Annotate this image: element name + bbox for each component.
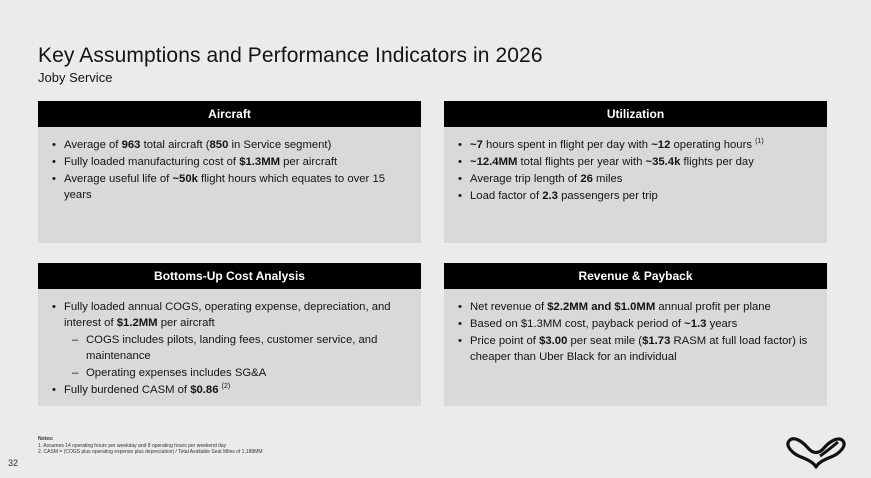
- aircraft-body: Average of 963 total aircraft (850 in Se…: [38, 127, 421, 243]
- bullet-text: per seat mile (: [567, 335, 643, 347]
- bullet-text: hours spent in flight per day with: [482, 139, 652, 151]
- footnote-2: 2. CASM = (COGS plus operating expense p…: [38, 449, 263, 455]
- utilization-bullet-item: ~7 hours spent in flight per day with ~1…: [456, 137, 815, 153]
- bold-value: ~50k: [172, 173, 198, 185]
- bold-value: $3.00: [539, 335, 568, 347]
- aircraft-bullet-item: Fully loaded manufacturing cost of $1.3M…: [50, 154, 409, 170]
- utilization-bullet-list: ~7 hours spent in flight per day with ~1…: [456, 137, 815, 204]
- aircraft-panel: Aircraft Average of 963 total aircraft (…: [38, 101, 421, 243]
- bullet-text: flights per day: [680, 156, 754, 168]
- cost-body: Fully loaded annual COGS, operating expe…: [38, 289, 421, 406]
- bold-value: 26: [580, 173, 593, 185]
- bullet-text: annual profit per plane: [655, 301, 771, 313]
- bullet-text: total aircraft (: [140, 139, 210, 151]
- bold-value: $1.2MM: [116, 317, 158, 329]
- notes-label: Notes:: [38, 436, 54, 442]
- bullet-text: flight hours which equates to over 15 ye…: [64, 173, 386, 201]
- bullet-text: per aircraft: [280, 156, 338, 168]
- utilization-bullet-item: Average trip length of 26 miles: [456, 171, 815, 187]
- bold-value: 963: [121, 139, 141, 151]
- revenue-panel: Revenue & Payback Net revenue of $2.2MM …: [444, 263, 827, 406]
- cost-bullet-item: Fully burdened CASM of $0.86 (2): [50, 382, 409, 398]
- footnotes: Notes: 1. Assumes 14 operating hours per…: [38, 436, 263, 456]
- aircraft-bullet-list: Average of 963 total aircraft (850 in Se…: [50, 137, 409, 203]
- cost-panel: Bottoms-Up Cost Analysis Fully loaded an…: [38, 263, 421, 406]
- bold-value: $1.3MM: [239, 156, 281, 168]
- aircraft-bullet-item: Average of 963 total aircraft (850 in Se…: [50, 137, 409, 153]
- page-title: Key Assumptions and Performance Indicato…: [38, 44, 543, 67]
- bullet-text: Fully burdened CASM of: [64, 384, 191, 396]
- bullet-text: miles: [592, 173, 623, 185]
- revenue-bullet-item: Price point of $3.00 per seat mile ($1.7…: [456, 333, 815, 365]
- page-number: 32: [8, 458, 19, 468]
- bullet-text: Average trip length of: [470, 173, 581, 185]
- bullet-text: Price point of: [470, 335, 540, 347]
- cost-bullet-item: Operating expenses includes SG&A: [50, 365, 409, 381]
- bullet-text: Operating expenses includes SG&A: [86, 367, 267, 379]
- cost-bullet-list: Fully loaded annual COGS, operating expe…: [50, 299, 409, 398]
- bullet-text: Fully loaded manufacturing cost of: [64, 156, 240, 168]
- cost-bullet-item: Fully loaded annual COGS, operating expe…: [50, 299, 409, 331]
- utilization-header: Utilization: [444, 101, 827, 127]
- utilization-body: ~7 hours spent in flight per day with ~1…: [444, 127, 827, 243]
- bullet-text: passengers per trip: [557, 190, 658, 202]
- revenue-header: Revenue & Payback: [444, 263, 827, 289]
- utilization-panel: Utilization ~7 hours spent in flight per…: [444, 101, 827, 243]
- footnote-reference: (2): [221, 383, 231, 390]
- utilization-bullet-item: Load factor of 2.3 passengers per trip: [456, 188, 815, 204]
- bold-value: 2.3: [542, 190, 558, 202]
- footnote-reference: (1): [755, 138, 764, 145]
- bullet-text: Average of: [64, 139, 122, 151]
- bullet-text: Net revenue of: [470, 301, 548, 313]
- bold-value: $1.73: [642, 335, 671, 347]
- bullet-text: Based on $1.3MM cost, payback period of: [470, 318, 685, 330]
- bold-value: ~1.3: [684, 318, 707, 330]
- bullet-text: RASM at full load factor) is cheaper tha…: [470, 335, 808, 363]
- bold-value: ~12.4MM: [470, 156, 518, 168]
- bold-value: ~7: [470, 139, 483, 151]
- cost-header: Bottoms-Up Cost Analysis: [38, 263, 421, 289]
- bold-value: 850: [209, 139, 229, 151]
- bold-value: ~35.4k: [645, 156, 681, 168]
- aircraft-header: Aircraft: [38, 101, 421, 127]
- aircraft-bullet-item: Average useful life of ~50k flight hours…: [50, 171, 409, 203]
- bold-value: $0.86: [190, 384, 219, 396]
- bullet-text: operating hours: [670, 139, 756, 151]
- footnote-1: 1. Assumes 14 operating hours per weekda…: [38, 442, 227, 449]
- bullet-text: Average useful life of: [64, 173, 173, 185]
- utilization-bullet-item: ~12.4MM total flights per year with ~35.…: [456, 154, 815, 170]
- revenue-bullet-item: Based on $1.3MM cost, payback period of …: [456, 316, 815, 332]
- revenue-body: Net revenue of $2.2MM and $1.0MM annual …: [444, 289, 827, 406]
- joby-logo-icon: [786, 437, 846, 469]
- bullet-text: COGS includes pilots, landing fees, cust…: [86, 334, 378, 362]
- bullet-text: years: [706, 318, 738, 330]
- revenue-bullet-item: Net revenue of $2.2MM and $1.0MM annual …: [456, 299, 815, 315]
- bold-value: ~12: [651, 139, 671, 151]
- bullet-text: in Service segment): [228, 139, 332, 151]
- page-subtitle: Joby Service: [38, 70, 113, 85]
- bullet-text: Fully loaded annual COGS, operating expe…: [64, 301, 391, 329]
- bullet-text: Load factor of: [470, 190, 543, 202]
- bullet-text: per aircraft: [157, 317, 215, 329]
- bold-value: $2.2MM and $1.0MM: [547, 301, 656, 313]
- revenue-bullet-list: Net revenue of $2.2MM and $1.0MM annual …: [456, 299, 815, 365]
- cost-bullet-item: COGS includes pilots, landing fees, cust…: [50, 332, 409, 364]
- bullet-text: total flights per year with: [517, 156, 646, 168]
